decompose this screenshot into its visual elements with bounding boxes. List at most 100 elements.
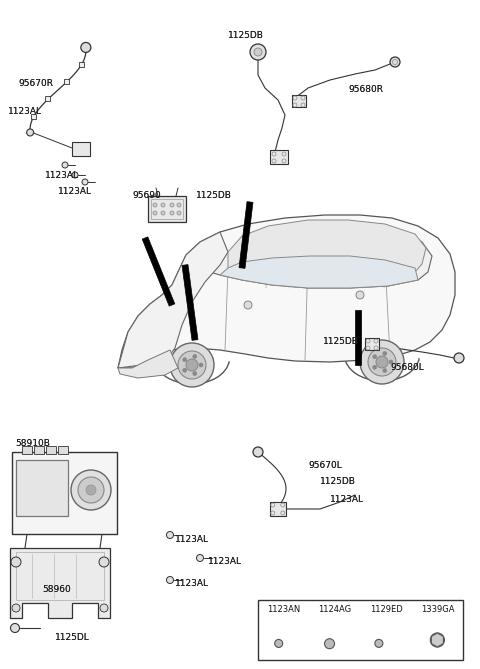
Circle shape	[177, 211, 181, 215]
Text: 1123AL: 1123AL	[8, 108, 42, 116]
Text: 1123AL: 1123AL	[175, 579, 209, 587]
Text: 1125DB: 1125DB	[228, 31, 264, 41]
Circle shape	[99, 557, 109, 567]
Circle shape	[170, 343, 214, 387]
Text: 58960: 58960	[42, 585, 71, 595]
Circle shape	[11, 624, 20, 632]
Text: 1125DB: 1125DB	[323, 337, 359, 347]
Text: 1123AN: 1123AN	[267, 605, 300, 615]
Text: 1125DB: 1125DB	[320, 478, 356, 486]
Circle shape	[153, 211, 157, 215]
Circle shape	[454, 353, 464, 363]
Bar	[34, 446, 44, 454]
Circle shape	[161, 203, 165, 207]
Bar	[72, 142, 90, 156]
Text: 58910B: 58910B	[15, 438, 50, 448]
Circle shape	[431, 633, 444, 647]
Circle shape	[254, 48, 262, 56]
Circle shape	[11, 557, 21, 567]
Circle shape	[390, 57, 400, 67]
Text: 1125DB: 1125DB	[196, 191, 232, 201]
Text: 1123AL: 1123AL	[175, 535, 209, 545]
Circle shape	[12, 604, 20, 612]
Bar	[46, 96, 50, 101]
Bar	[64, 79, 69, 84]
Bar	[258, 600, 463, 660]
Text: 1129ED: 1129ED	[370, 605, 403, 615]
Circle shape	[153, 203, 157, 207]
Polygon shape	[142, 237, 175, 306]
Circle shape	[250, 44, 266, 60]
Text: 1339GA: 1339GA	[420, 605, 454, 615]
Polygon shape	[118, 350, 178, 378]
Polygon shape	[10, 548, 110, 618]
Text: 1125DL: 1125DL	[55, 634, 90, 642]
Text: 58960: 58960	[42, 585, 71, 595]
Text: 1123AL: 1123AL	[8, 108, 42, 116]
Circle shape	[372, 355, 377, 359]
Text: 1123AL: 1123AL	[58, 187, 92, 197]
Circle shape	[368, 348, 396, 376]
Text: 1123AL: 1123AL	[330, 496, 364, 504]
Circle shape	[196, 555, 204, 561]
Circle shape	[244, 301, 252, 309]
Text: 95690: 95690	[132, 191, 161, 201]
Circle shape	[193, 355, 197, 359]
Circle shape	[199, 363, 203, 367]
Text: 95670L: 95670L	[308, 460, 342, 470]
Circle shape	[82, 179, 88, 185]
Text: 95670R: 95670R	[18, 78, 53, 88]
Bar	[16, 552, 104, 600]
Text: 58910B: 58910B	[15, 438, 50, 448]
Polygon shape	[355, 310, 361, 365]
Bar	[151, 199, 183, 219]
Bar	[46, 446, 56, 454]
Text: 95690: 95690	[132, 191, 161, 201]
Polygon shape	[182, 265, 198, 341]
Circle shape	[324, 639, 335, 649]
Circle shape	[253, 447, 263, 457]
Circle shape	[375, 640, 383, 648]
Circle shape	[434, 637, 440, 643]
Text: 95680R: 95680R	[348, 86, 383, 94]
Circle shape	[383, 351, 387, 355]
Text: 95680R: 95680R	[348, 86, 383, 94]
Circle shape	[161, 211, 165, 215]
Text: 1123AL: 1123AL	[175, 579, 209, 587]
Bar	[16, 460, 68, 516]
Polygon shape	[210, 228, 432, 288]
Circle shape	[356, 291, 364, 299]
Circle shape	[178, 351, 206, 379]
Bar	[31, 114, 36, 118]
Circle shape	[372, 365, 377, 369]
Circle shape	[170, 211, 174, 215]
Circle shape	[275, 640, 283, 648]
Bar	[58, 446, 68, 454]
Bar	[270, 502, 286, 516]
Bar	[12, 452, 117, 534]
Text: 1125DB: 1125DB	[323, 337, 359, 347]
Text: 1123AL: 1123AL	[58, 187, 92, 197]
Text: 1123AL: 1123AL	[45, 171, 79, 179]
Circle shape	[72, 172, 78, 178]
Circle shape	[167, 531, 173, 539]
Circle shape	[81, 42, 91, 52]
Circle shape	[62, 162, 68, 168]
Circle shape	[183, 369, 187, 372]
Text: 95670L: 95670L	[308, 460, 342, 470]
Bar	[292, 95, 306, 107]
Text: 95670R: 95670R	[18, 78, 53, 88]
Text: 1123AL: 1123AL	[208, 557, 242, 567]
Text: 1123AL: 1123AL	[330, 496, 364, 504]
Text: 1125DL: 1125DL	[55, 634, 90, 642]
Text: 1125DB: 1125DB	[196, 191, 232, 201]
Circle shape	[177, 203, 181, 207]
Bar	[22, 446, 32, 454]
Polygon shape	[118, 215, 455, 368]
Circle shape	[193, 371, 197, 375]
Text: 95680L: 95680L	[390, 363, 424, 373]
Circle shape	[170, 203, 174, 207]
Bar	[148, 196, 186, 222]
Circle shape	[360, 340, 404, 384]
Polygon shape	[220, 256, 418, 288]
